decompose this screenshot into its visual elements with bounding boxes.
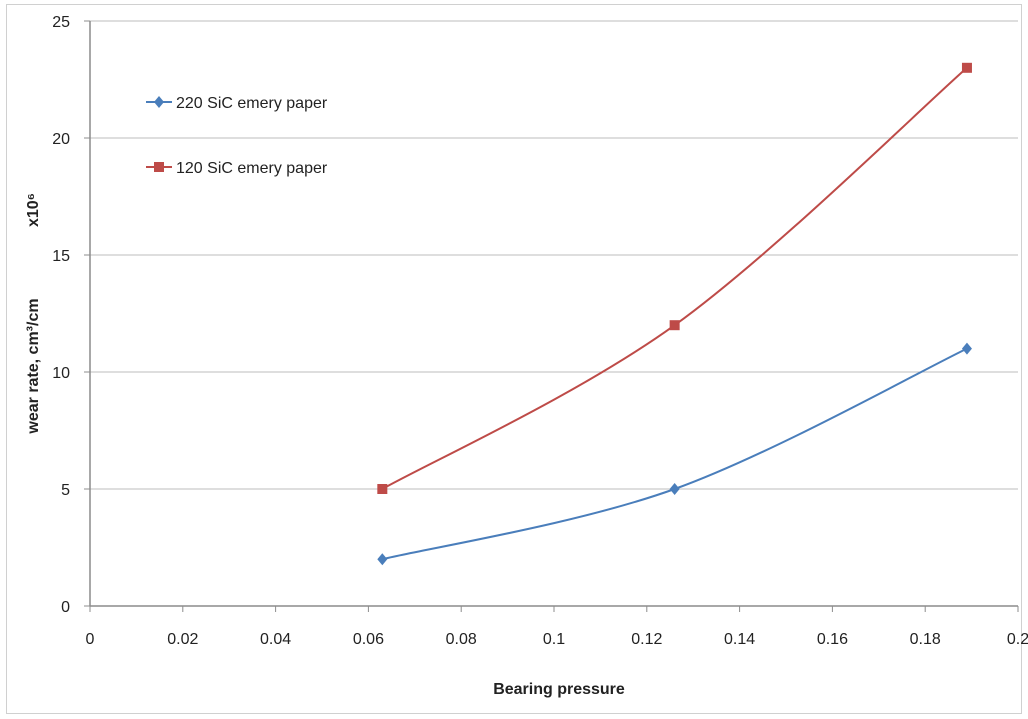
- y-tick-labels: 0 5 10 15 20 25: [52, 14, 70, 616]
- data-point: [961, 342, 972, 355]
- y-axis-label: wear rate, cm³/cm: [25, 298, 42, 434]
- legend-marker: [154, 162, 164, 172]
- legend-entry-1: 220 SiC emery paper: [146, 95, 328, 112]
- legend-label: 120 SiC emery paper: [176, 160, 328, 177]
- data-point: [669, 483, 680, 495]
- legend: 220 SiC emery paper 120 SiC emery paper: [146, 95, 328, 177]
- y-tick-label: 10: [52, 365, 70, 382]
- chart-frame: [6, 4, 1022, 714]
- series-group: [377, 62, 972, 566]
- x-tick-label: 0.04: [260, 631, 291, 648]
- legend-label: 220 SiC emery paper: [176, 95, 328, 112]
- series-line: [382, 347, 968, 561]
- grid-lines: [90, 20, 1018, 490]
- x-tick-label: 0.14: [724, 631, 755, 648]
- x-tick-label: 0.12: [631, 631, 662, 648]
- series-2: [377, 62, 972, 494]
- x-tick-label: 0.06: [353, 631, 384, 648]
- y-tick-label: 5: [61, 482, 70, 499]
- data-point: [961, 62, 972, 73]
- series-line: [381, 67, 968, 490]
- x-tick-label: 0.16: [817, 631, 848, 648]
- x-tick-label: 0.02: [167, 631, 198, 648]
- y-tick-label: 15: [52, 248, 70, 265]
- axes: [84, 20, 1019, 612]
- x-tick-labels: 0 0.02 0.04 0.06 0.08 0.1 0.12 0.14 0.16 0.18 0.2: [86, 631, 1028, 648]
- x-axis-label: Bearing pressure: [493, 681, 625, 698]
- y-axis-multiplier: x10⁶: [25, 193, 42, 227]
- legend-marker: [154, 96, 164, 108]
- y-tick-label: 20: [52, 131, 70, 148]
- y-tick-label: 25: [52, 14, 70, 31]
- series-1: [377, 342, 972, 566]
- data-point: [377, 484, 388, 494]
- x-tick-label: 0.2: [1007, 631, 1028, 648]
- x-tick-label: 0.1: [543, 631, 565, 648]
- x-tick-label: 0.08: [446, 631, 477, 648]
- data-point: [669, 320, 680, 331]
- x-tick-label: 0: [86, 631, 95, 648]
- legend-entry-2: 120 SiC emery paper: [146, 160, 328, 177]
- x-tick-label: 0.18: [910, 631, 941, 648]
- y-tick-label: 0: [61, 599, 70, 616]
- data-point: [377, 553, 388, 566]
